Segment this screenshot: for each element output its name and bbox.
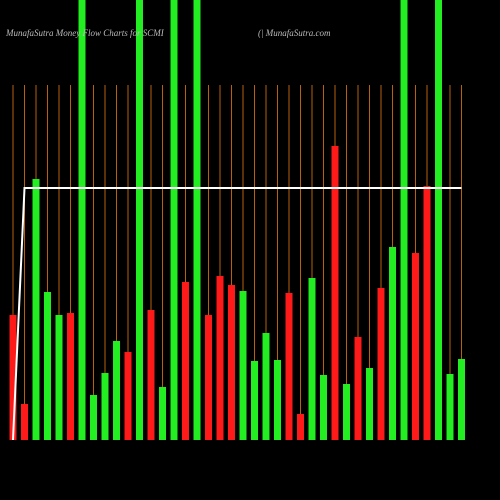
bar (297, 414, 304, 440)
bar (458, 359, 465, 440)
bar (262, 333, 270, 440)
bar (435, 0, 442, 440)
bar (182, 282, 189, 440)
bar (124, 352, 132, 440)
bar (446, 374, 454, 440)
bar (285, 293, 293, 440)
bar (159, 387, 166, 440)
bar (205, 315, 212, 440)
bar (377, 288, 385, 440)
bar (170, 0, 178, 440)
bar (101, 373, 109, 440)
bar (343, 384, 350, 440)
bar (320, 375, 327, 440)
bar (78, 0, 86, 440)
bar (251, 361, 258, 440)
bar (67, 313, 74, 440)
bar (331, 146, 339, 440)
bar (412, 253, 419, 440)
bar (90, 395, 97, 440)
bar (44, 292, 51, 440)
bar (113, 341, 120, 440)
bar (228, 285, 235, 440)
line (12, 187, 462, 441)
bar (9, 315, 17, 440)
bar (423, 186, 431, 440)
bar (32, 179, 40, 440)
bars (9, 0, 465, 440)
bar (193, 0, 201, 440)
bar (216, 276, 224, 440)
bar (55, 315, 63, 440)
bar (366, 368, 373, 440)
bar (274, 360, 281, 440)
bar (308, 278, 316, 440)
bar (147, 310, 155, 440)
bar (21, 404, 28, 440)
bar (400, 0, 408, 440)
bar (239, 291, 247, 440)
bar (136, 0, 143, 440)
chart-subtitle: (| MunafaSutra.com (258, 28, 331, 38)
bar (354, 337, 362, 440)
chart-title: MunafaSutra Money Flow Charts for SCMI (5, 28, 165, 38)
bar (389, 247, 396, 440)
